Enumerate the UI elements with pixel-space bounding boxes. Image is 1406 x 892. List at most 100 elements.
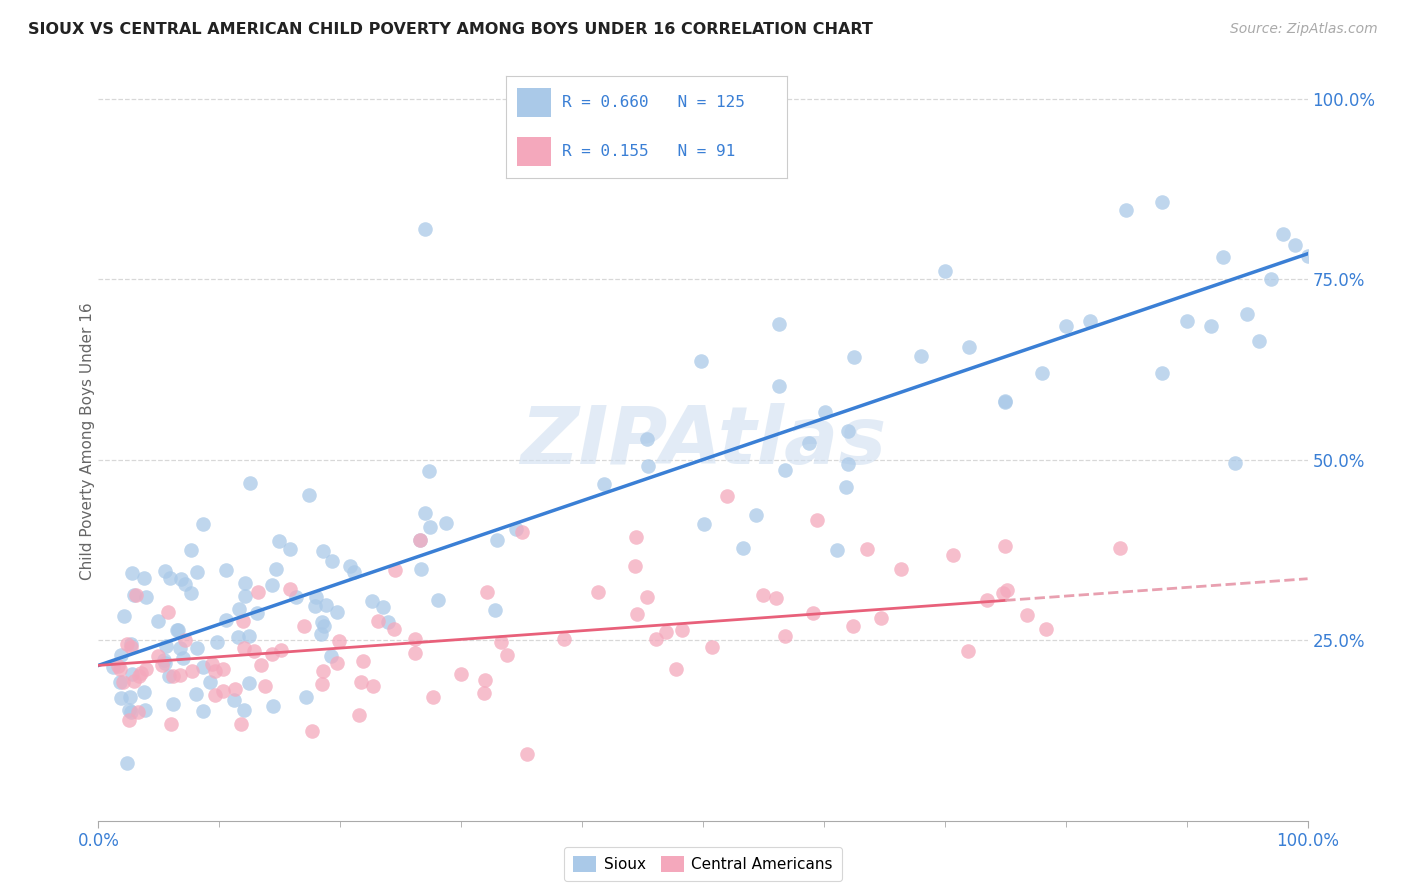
Point — [169, 641, 191, 656]
FancyBboxPatch shape — [517, 88, 551, 117]
Point — [352, 654, 374, 668]
Point — [180, 586, 202, 600]
Point — [238, 629, 260, 643]
Point — [167, 623, 190, 637]
Point — [450, 667, 472, 681]
Point — [304, 599, 326, 613]
Point — [328, 633, 350, 648]
Point — [516, 747, 538, 762]
Point — [159, 571, 181, 585]
Point — [510, 524, 533, 539]
Point — [976, 592, 998, 607]
Point — [837, 424, 859, 438]
Point — [260, 578, 283, 592]
Point — [184, 686, 207, 700]
Point — [267, 534, 290, 549]
Point — [122, 588, 145, 602]
Point — [193, 704, 215, 718]
Point — [474, 673, 496, 687]
Point — [1017, 607, 1039, 622]
Point — [153, 653, 176, 667]
Point — [115, 756, 138, 770]
Point — [262, 698, 284, 713]
Point — [934, 264, 956, 278]
Point — [120, 637, 142, 651]
Point — [486, 533, 509, 547]
Point — [367, 614, 389, 628]
Point — [321, 554, 343, 568]
Point — [665, 662, 688, 676]
Point — [636, 432, 658, 446]
Point — [1223, 456, 1246, 470]
Point — [624, 559, 647, 574]
Point — [553, 632, 575, 647]
Point — [624, 530, 647, 544]
Point — [212, 684, 235, 698]
Point — [120, 640, 142, 654]
Point — [1152, 195, 1174, 210]
Point — [233, 641, 256, 656]
Point — [180, 665, 202, 679]
Point — [231, 614, 253, 628]
Point — [1296, 249, 1319, 263]
Point — [326, 605, 349, 619]
Point — [233, 576, 256, 591]
Point — [671, 624, 693, 638]
Point — [112, 608, 135, 623]
Point — [1109, 541, 1132, 556]
Point — [309, 627, 332, 641]
Point — [1284, 238, 1306, 252]
Point — [224, 693, 246, 707]
Point — [869, 611, 891, 625]
Point — [343, 566, 366, 580]
Point — [1175, 314, 1198, 328]
Point — [413, 221, 436, 235]
Point — [1212, 251, 1234, 265]
Point — [890, 561, 912, 575]
Point — [148, 648, 170, 663]
Point — [270, 643, 292, 657]
Point — [592, 476, 614, 491]
Point — [404, 632, 426, 647]
Point — [1260, 272, 1282, 286]
Point — [186, 566, 208, 580]
Point — [765, 591, 787, 605]
Point — [180, 542, 202, 557]
Point — [238, 676, 260, 690]
Point — [215, 563, 238, 577]
Point — [837, 457, 859, 471]
Point — [115, 637, 138, 651]
Point — [239, 475, 262, 490]
Point — [301, 724, 323, 739]
Point — [855, 541, 877, 556]
Point — [382, 622, 405, 636]
Text: Source: ZipAtlas.com: Source: ZipAtlas.com — [1230, 22, 1378, 37]
Point — [107, 659, 129, 673]
Point — [419, 520, 441, 534]
Point — [418, 465, 440, 479]
Point — [716, 489, 738, 503]
Point — [146, 615, 169, 629]
Point — [773, 463, 796, 477]
Point — [250, 658, 273, 673]
Point — [118, 690, 141, 704]
Point — [212, 662, 235, 676]
Point — [373, 599, 395, 614]
Point — [118, 713, 141, 727]
Point — [768, 317, 790, 331]
Point — [994, 394, 1017, 409]
Point — [422, 690, 444, 705]
Point — [128, 669, 150, 683]
Point — [496, 648, 519, 663]
Text: ZIPAtlas: ZIPAtlas — [520, 402, 886, 481]
Point — [170, 572, 193, 586]
Point — [942, 548, 965, 562]
Point — [411, 562, 433, 576]
Point — [191, 517, 214, 532]
Point — [377, 615, 399, 630]
Point — [121, 705, 143, 719]
Point — [994, 539, 1017, 553]
Point — [910, 350, 932, 364]
Point — [312, 619, 335, 633]
Point — [247, 585, 270, 599]
